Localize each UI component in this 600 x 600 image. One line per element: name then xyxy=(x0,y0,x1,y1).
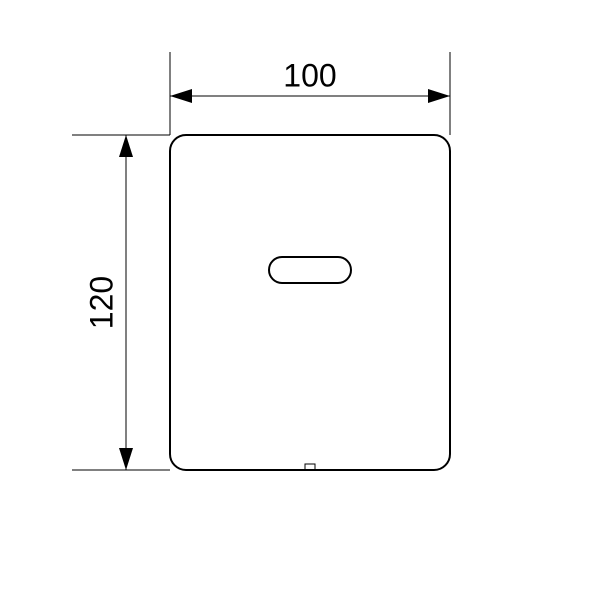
dim-label-width: 100 xyxy=(283,57,336,93)
arrow-left xyxy=(170,89,192,103)
arrow-down xyxy=(119,448,133,470)
technical-drawing: 100 120 xyxy=(0,0,600,600)
dim-label-height: 120 xyxy=(83,276,119,329)
plate-outline xyxy=(170,135,450,470)
arrow-right xyxy=(428,89,450,103)
arrow-up xyxy=(119,135,133,157)
center-slot xyxy=(269,257,351,283)
